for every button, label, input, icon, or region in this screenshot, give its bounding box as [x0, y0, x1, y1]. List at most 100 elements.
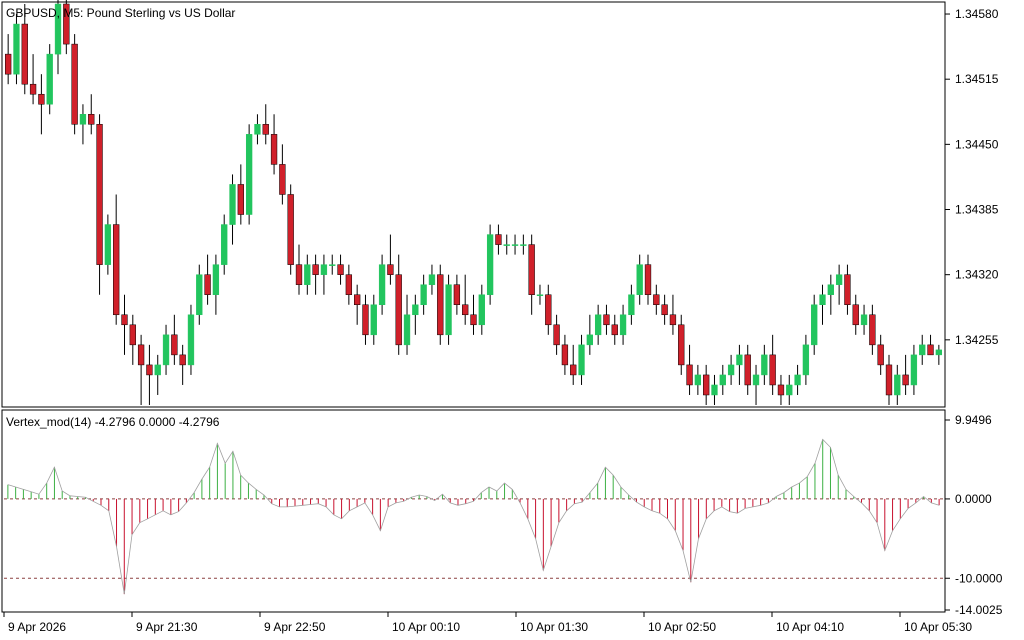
- candle-body: [619, 314, 627, 336]
- candle: [420, 274, 427, 315]
- candle: [545, 284, 552, 335]
- indicator-panel-frame: [1, 409, 946, 613]
- candle: [869, 304, 876, 355]
- candle: [254, 114, 261, 145]
- price-axis: 1.34580 1.34515 1.34450 1.34385 1.34320 1.342…: [945, 7, 999, 347]
- candle: [129, 314, 136, 365]
- candle-body: [869, 314, 876, 346]
- candle-body: [486, 234, 494, 295]
- candle-body: [777, 384, 785, 396]
- candle-body: [586, 334, 593, 346]
- candle: [835, 264, 843, 305]
- indicator-tick-label: -14.0025: [955, 603, 1003, 617]
- candle-body: [412, 304, 419, 316]
- chart-title: GBPUSD, M5: Pound Sterling vs US Dollar: [6, 6, 235, 20]
- indicator-tick-label: 9.9496: [955, 413, 992, 427]
- candle-body: [46, 53, 53, 105]
- candle: [910, 344, 918, 395]
- candle: [29, 54, 37, 105]
- candle: [204, 254, 211, 305]
- candle-body: [462, 304, 469, 316]
- candle-body: [304, 264, 311, 285]
- candle-body: [910, 354, 918, 386]
- candle-body: [229, 184, 236, 225]
- candle: [154, 354, 161, 395]
- candle-body: [137, 344, 145, 366]
- candle: [520, 234, 527, 255]
- candle-body: [437, 274, 444, 336]
- candle: [586, 314, 593, 355]
- candle: [21, 4, 28, 95]
- time-axis: 9 Apr 2026 9 Apr 21:30 9 Apr 22:50 10 Apr 0…: [3, 612, 972, 634]
- candle-body: [104, 224, 112, 265]
- candle-body: [520, 244, 527, 246]
- candle: [578, 334, 585, 385]
- candle-body: [885, 364, 893, 396]
- candle-body: [245, 134, 253, 215]
- candle: [719, 364, 726, 395]
- candle-body: [171, 334, 178, 356]
- candle-body: [927, 344, 934, 356]
- candle-body: [187, 314, 195, 366]
- candle-body: [835, 274, 843, 285]
- candle: [212, 254, 220, 315]
- candle: [162, 324, 170, 375]
- candle: [919, 334, 926, 365]
- candle: [395, 254, 402, 355]
- candle-body: [63, 3, 70, 45]
- candle: [345, 264, 353, 305]
- indicator-tick-label: 0.0000: [955, 492, 992, 506]
- candle: [852, 294, 859, 335]
- candle-body: [545, 294, 552, 326]
- candle: [802, 334, 810, 385]
- candle: [761, 344, 768, 385]
- candle: [462, 274, 469, 325]
- candle-body: [636, 264, 643, 295]
- candle-body: [628, 294, 635, 316]
- candle-body: [811, 304, 818, 346]
- indicator-label: Vertex_mod(14) -4.2796 0.0000 -4.2796: [6, 415, 220, 429]
- candle: [885, 354, 893, 405]
- candle-body: [594, 314, 602, 336]
- candle-body: [478, 294, 485, 326]
- time-tick-label: 10 Apr 00:10: [392, 620, 460, 634]
- candle: [428, 264, 436, 295]
- candle-body: [113, 224, 120, 316]
- candle-body: [894, 374, 901, 396]
- candle-body: [38, 93, 45, 105]
- candle-body: [744, 354, 751, 386]
- candle: [171, 314, 178, 365]
- candle: [71, 34, 78, 135]
- price-tick-label: 1.34450: [955, 137, 999, 151]
- candle-body: [736, 354, 743, 366]
- candle: [619, 304, 627, 345]
- candle-body: [669, 314, 677, 326]
- candle-body: [935, 349, 943, 356]
- indicator-tick-label: -10.0000: [955, 571, 1003, 585]
- candle: [528, 234, 535, 315]
- candle: [653, 284, 660, 315]
- candle-body: [578, 344, 585, 376]
- candle: [320, 254, 328, 295]
- candle: [478, 284, 485, 335]
- candle-body: [919, 344, 926, 356]
- candle-body: [611, 324, 618, 336]
- candle-body: [603, 314, 610, 326]
- candle-body: [453, 284, 461, 306]
- candle: [54, 0, 62, 75]
- candle: [13, 14, 20, 85]
- candle: [611, 314, 618, 345]
- candle: [137, 334, 145, 405]
- candle: [495, 224, 502, 255]
- candle: [245, 124, 253, 225]
- candle: [412, 294, 419, 335]
- candle-body: [877, 344, 884, 366]
- candle: [237, 164, 244, 225]
- candle-body: [179, 354, 186, 366]
- indicator-histogram: [4, 438, 943, 595]
- candle: [378, 254, 386, 315]
- candle-body: [196, 274, 203, 316]
- candle-body: [503, 244, 510, 246]
- candle: [387, 234, 394, 285]
- candle: [827, 274, 834, 315]
